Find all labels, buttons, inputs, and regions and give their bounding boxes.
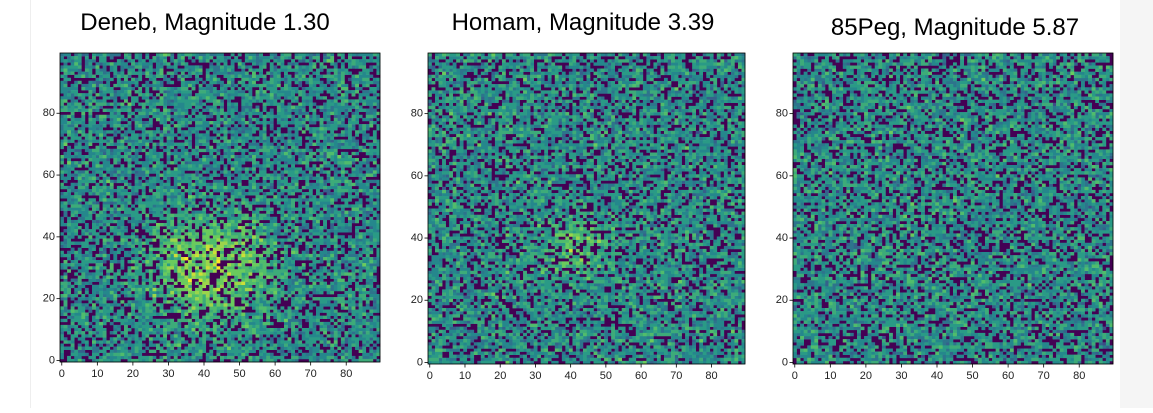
x-tick-label: 20 xyxy=(860,370,872,382)
x-tick-label: 10 xyxy=(459,370,471,382)
panel: Deneb, Magnitude 1.30 0 10 20 30 40 50 60 70 80 0 2… xyxy=(43,9,381,380)
y-tick-label: 40 xyxy=(776,232,788,244)
y-tick-label: 0 xyxy=(782,356,788,368)
image-pixels xyxy=(173,244,246,292)
y-tick-label: 0 xyxy=(49,354,55,366)
x-tick-label: 60 xyxy=(1002,370,1014,382)
image-pixels xyxy=(428,53,746,365)
image-pixels xyxy=(793,53,1114,365)
x-tick-label: 80 xyxy=(705,370,717,382)
x-tick-label: 0 xyxy=(427,370,433,382)
image-pixels xyxy=(60,53,381,363)
image-pixels xyxy=(152,226,263,310)
chart-title: 85Peg, Magnitude 5.87 xyxy=(831,14,1079,41)
image-pixels xyxy=(184,256,221,282)
x-tick-label: 70 xyxy=(1038,370,1050,382)
y-tick-label: 0 xyxy=(417,356,423,368)
x-tick-label: 10 xyxy=(824,370,836,382)
x-tick-label: 80 xyxy=(1073,370,1085,382)
image-pixels xyxy=(60,53,381,363)
x-tick-label: 80 xyxy=(340,368,352,380)
x-tick-label: 20 xyxy=(127,368,139,380)
x-tick-label: 40 xyxy=(565,370,577,382)
axes-frame xyxy=(427,52,746,365)
y-tick-label: 80 xyxy=(776,108,788,120)
y-tick-label: 40 xyxy=(411,232,423,244)
chart-title: Deneb, Magnitude 1.30 xyxy=(80,9,330,36)
y-tick-label: 20 xyxy=(43,293,55,305)
x-tick-label: 40 xyxy=(931,370,943,382)
panel: 85Peg, Magnitude 5.87 0 10 20 30 40 50 60 70 80 0 2… xyxy=(776,14,1114,382)
y-tick-label: 20 xyxy=(776,294,788,306)
side-strip xyxy=(1120,0,1153,408)
image-pixels xyxy=(793,53,1114,365)
y-tick-label: 20 xyxy=(411,294,423,306)
x-tick-label: 50 xyxy=(966,370,978,382)
y-tick-label: 60 xyxy=(43,169,55,181)
x-tick-label: 10 xyxy=(91,368,103,380)
y-tick-label: 80 xyxy=(411,108,423,120)
y-tick-label: 80 xyxy=(43,107,55,119)
image-pixels xyxy=(568,233,601,262)
x-tick-label: 20 xyxy=(494,370,506,382)
x-tick-label: 60 xyxy=(269,368,281,380)
panel: Homam, Magnitude 3.39 0 10 20 30 40 50 60 70 80 0 2… xyxy=(411,9,746,382)
x-tick-label: 30 xyxy=(529,370,541,382)
x-tick-label: 0 xyxy=(792,370,798,382)
y-tick-label: 60 xyxy=(776,170,788,182)
chart-title: Homam, Magnitude 3.39 xyxy=(452,9,715,36)
y-tick-label: 60 xyxy=(411,170,423,182)
axes-frame xyxy=(792,52,1114,365)
image-pixels xyxy=(428,53,746,365)
y-tick-label: 40 xyxy=(43,231,55,243)
x-tick-label: 40 xyxy=(198,368,210,380)
x-tick-label: 30 xyxy=(895,370,907,382)
x-tick-label: 0 xyxy=(59,368,65,380)
x-tick-label: 50 xyxy=(600,370,612,382)
image-pixels xyxy=(568,248,573,253)
x-tick-label: 70 xyxy=(305,368,317,380)
x-tick-label: 50 xyxy=(233,368,245,380)
x-tick-label: 70 xyxy=(670,370,682,382)
axes-frame xyxy=(59,52,381,363)
x-tick-label: 30 xyxy=(162,368,174,380)
x-tick-label: 60 xyxy=(635,370,647,382)
